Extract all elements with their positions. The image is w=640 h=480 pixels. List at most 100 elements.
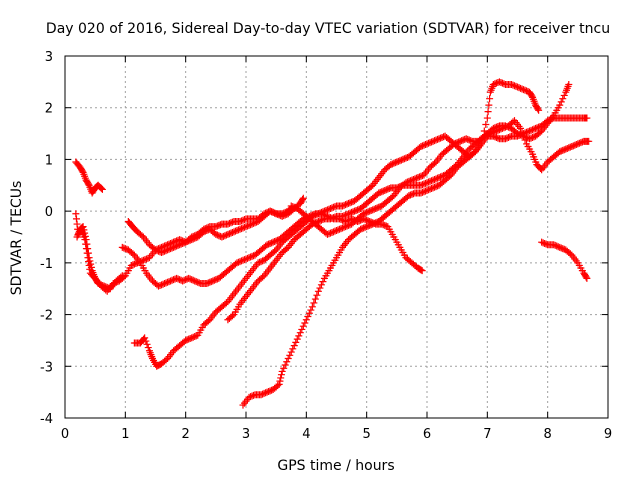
data-point (313, 210, 321, 218)
data-point (520, 86, 528, 94)
data-point (575, 139, 583, 147)
data-point (265, 240, 273, 248)
data-point (298, 325, 306, 333)
data-point (399, 155, 407, 163)
data-point (539, 239, 547, 247)
data-point (171, 243, 179, 251)
data-point (277, 371, 285, 379)
series-1 (72, 158, 106, 197)
data-point (167, 277, 175, 285)
data-point (366, 207, 374, 215)
data-point (97, 281, 105, 289)
data-point (406, 191, 414, 199)
data-point (509, 81, 517, 89)
data-point (352, 206, 360, 214)
y-tick-label: 3 (45, 50, 53, 65)
data-point (231, 227, 239, 235)
data-point (438, 172, 446, 180)
data-point (225, 219, 233, 227)
data-point (571, 141, 579, 149)
data-point (420, 180, 428, 188)
data-point (492, 79, 500, 87)
chart-title: Day 020 of 2016, Sidereal Day-to-day VTE… (46, 21, 610, 37)
data-point (316, 209, 324, 217)
data-point (526, 127, 534, 135)
data-point (402, 179, 410, 187)
data-point (227, 229, 235, 237)
data-point (281, 361, 289, 369)
data-point (164, 246, 172, 254)
data-point (323, 230, 331, 238)
data-point (375, 203, 383, 211)
y-tick-label: -4 (40, 412, 53, 427)
data-point (142, 255, 150, 263)
data-point (250, 391, 258, 399)
data-point (560, 91, 568, 99)
data-point (81, 229, 89, 237)
data-point (342, 211, 350, 219)
data-point (239, 216, 247, 224)
plot-frame (64, 55, 609, 419)
data-point (345, 210, 353, 218)
data-point (323, 206, 331, 214)
data-point (120, 244, 128, 252)
data-point (415, 173, 423, 181)
data-point (542, 240, 550, 248)
x-tick-label: 8 (544, 427, 552, 442)
data-point (266, 207, 274, 215)
data-point (504, 133, 512, 141)
data-point (84, 180, 92, 188)
data-point (336, 225, 344, 233)
data-point (143, 340, 151, 348)
data-point (173, 274, 181, 282)
data-point (280, 209, 288, 217)
data-point (342, 223, 350, 231)
data-point (486, 130, 494, 138)
data-point (527, 126, 535, 134)
data-point (527, 134, 535, 142)
data-point (121, 245, 129, 253)
data-point (582, 273, 590, 281)
data-point (360, 224, 368, 232)
data-point (234, 258, 242, 266)
data-point (351, 207, 359, 215)
data-point (382, 222, 390, 230)
data-point (562, 145, 570, 153)
data-point (247, 253, 255, 261)
data-point (313, 291, 321, 299)
data-point (138, 232, 146, 240)
data-point (393, 158, 401, 166)
data-point (334, 226, 342, 234)
data-point (340, 201, 348, 209)
data-point (224, 220, 232, 228)
data-point (247, 393, 255, 401)
x-tick-label: 1 (121, 427, 129, 442)
data-point (326, 229, 334, 237)
data-point (385, 185, 393, 193)
data-point (319, 216, 327, 224)
data-point (417, 181, 425, 189)
data-point (263, 241, 271, 249)
data-point (559, 245, 567, 253)
data-point (177, 240, 185, 248)
data-point (257, 391, 265, 399)
data-point (159, 248, 167, 256)
data-point (429, 176, 437, 184)
data-point (94, 280, 102, 288)
data-point (375, 189, 383, 197)
data-point (319, 208, 327, 216)
data-point (259, 273, 267, 281)
data-point (491, 128, 499, 136)
data-point (161, 280, 169, 288)
data-point (201, 227, 209, 235)
data-point (237, 257, 245, 265)
data-point (183, 336, 191, 344)
data-point (85, 254, 93, 262)
data-point (158, 281, 166, 289)
data-point (506, 133, 514, 141)
data-point (526, 135, 534, 143)
data-point (244, 254, 252, 262)
data-point (569, 142, 577, 150)
data-point (162, 279, 170, 287)
data-point (192, 278, 200, 286)
